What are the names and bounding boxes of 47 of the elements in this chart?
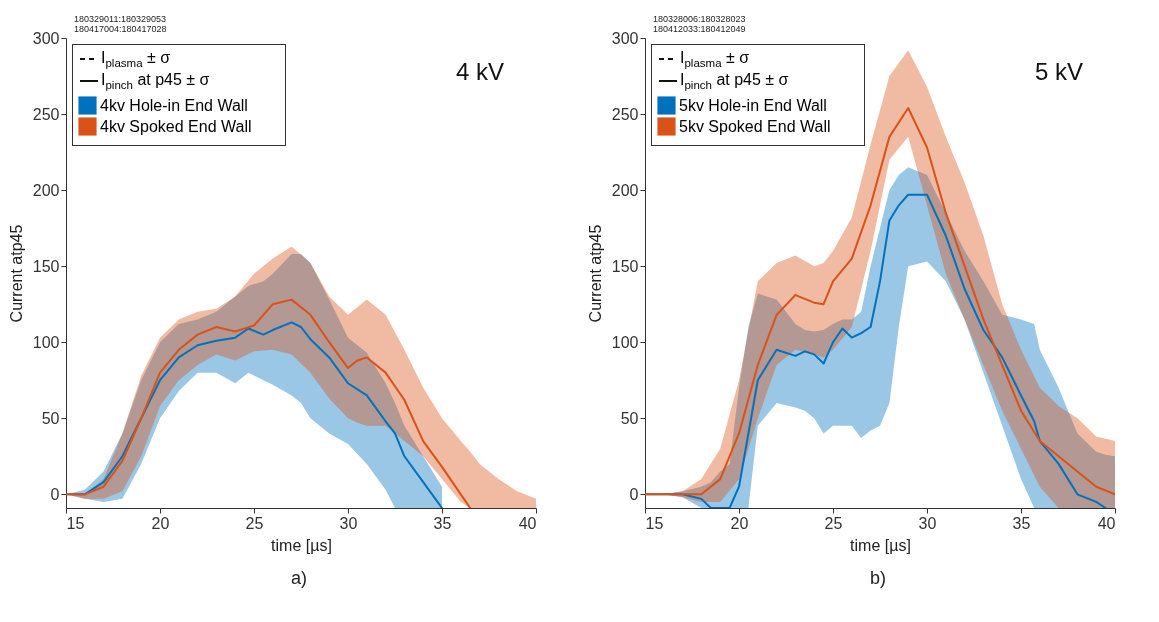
x-tick-label: 40 xyxy=(1097,514,1116,532)
annotation: 4 kV xyxy=(456,58,505,86)
annotation: I$_{plasma}$ ± σ xyxy=(680,49,750,70)
text: a) xyxy=(291,568,308,589)
text: b) xyxy=(870,568,887,589)
text: 180412033:180412049 xyxy=(653,24,746,34)
x-tick-label: 20 xyxy=(151,514,170,532)
x-axis-title: time [µs] xyxy=(850,536,911,554)
y-tick-label: 300 xyxy=(32,29,60,47)
y-tick-label: 0 xyxy=(629,485,639,503)
x-tick-label: 20 xyxy=(730,514,749,532)
x-tick-label: 15 xyxy=(66,514,85,532)
x-axis-title: time [µs] xyxy=(271,536,332,554)
text: 180417004:180417028 xyxy=(74,24,167,34)
y-tick-label: 0 xyxy=(50,485,60,503)
annotation: 5 kV xyxy=(1035,58,1084,86)
y-tick-label: 200 xyxy=(32,181,60,199)
y-tick-label: 200 xyxy=(611,181,639,199)
y-tick-label: 50 xyxy=(41,409,60,427)
y-tick-label: 300 xyxy=(611,29,639,47)
x-tick-label: 30 xyxy=(918,514,937,532)
text: 180328006:180328023 xyxy=(653,14,746,24)
text: 180329011:180329053 xyxy=(74,14,166,24)
y-tick-label: 100 xyxy=(611,333,639,351)
annotation: I$_{pinch}$ at p45 ± σ xyxy=(680,71,789,92)
y-tick-label: 100 xyxy=(32,333,60,351)
y-tick-label: 50 xyxy=(620,409,639,427)
x-tick-label: 30 xyxy=(339,514,358,532)
y-tick-label: 250 xyxy=(611,105,639,123)
x-tick-label: 40 xyxy=(518,514,537,532)
y-tick-label: 150 xyxy=(611,257,639,275)
line-series xyxy=(66,298,472,508)
x-tick-label: 15 xyxy=(645,514,664,532)
y-tick-label: 150 xyxy=(32,257,60,275)
x-tick-label: 25 xyxy=(245,514,264,532)
annotation: I$_{plasma}$ ± σ xyxy=(101,49,171,70)
legend-label: 5kv Hole-in End Wall xyxy=(679,96,827,114)
y-axis-title: Current atp45 xyxy=(586,224,604,323)
x-tick-label: 35 xyxy=(1012,514,1031,532)
x-tick-label: 35 xyxy=(433,514,452,532)
legend-label: 4kv Hole-in End Wall xyxy=(100,96,248,114)
legend-label: 5kv Spoked End Wall xyxy=(679,117,831,135)
y-tick-label: 250 xyxy=(32,105,60,123)
legend-label: 4kv Spoked End Wall xyxy=(100,117,252,135)
annotation: I$_{pinch}$ at p45 ± σ xyxy=(101,71,210,92)
y-axis-title: Current atp45 xyxy=(7,224,25,323)
x-tick-label: 25 xyxy=(824,514,843,532)
